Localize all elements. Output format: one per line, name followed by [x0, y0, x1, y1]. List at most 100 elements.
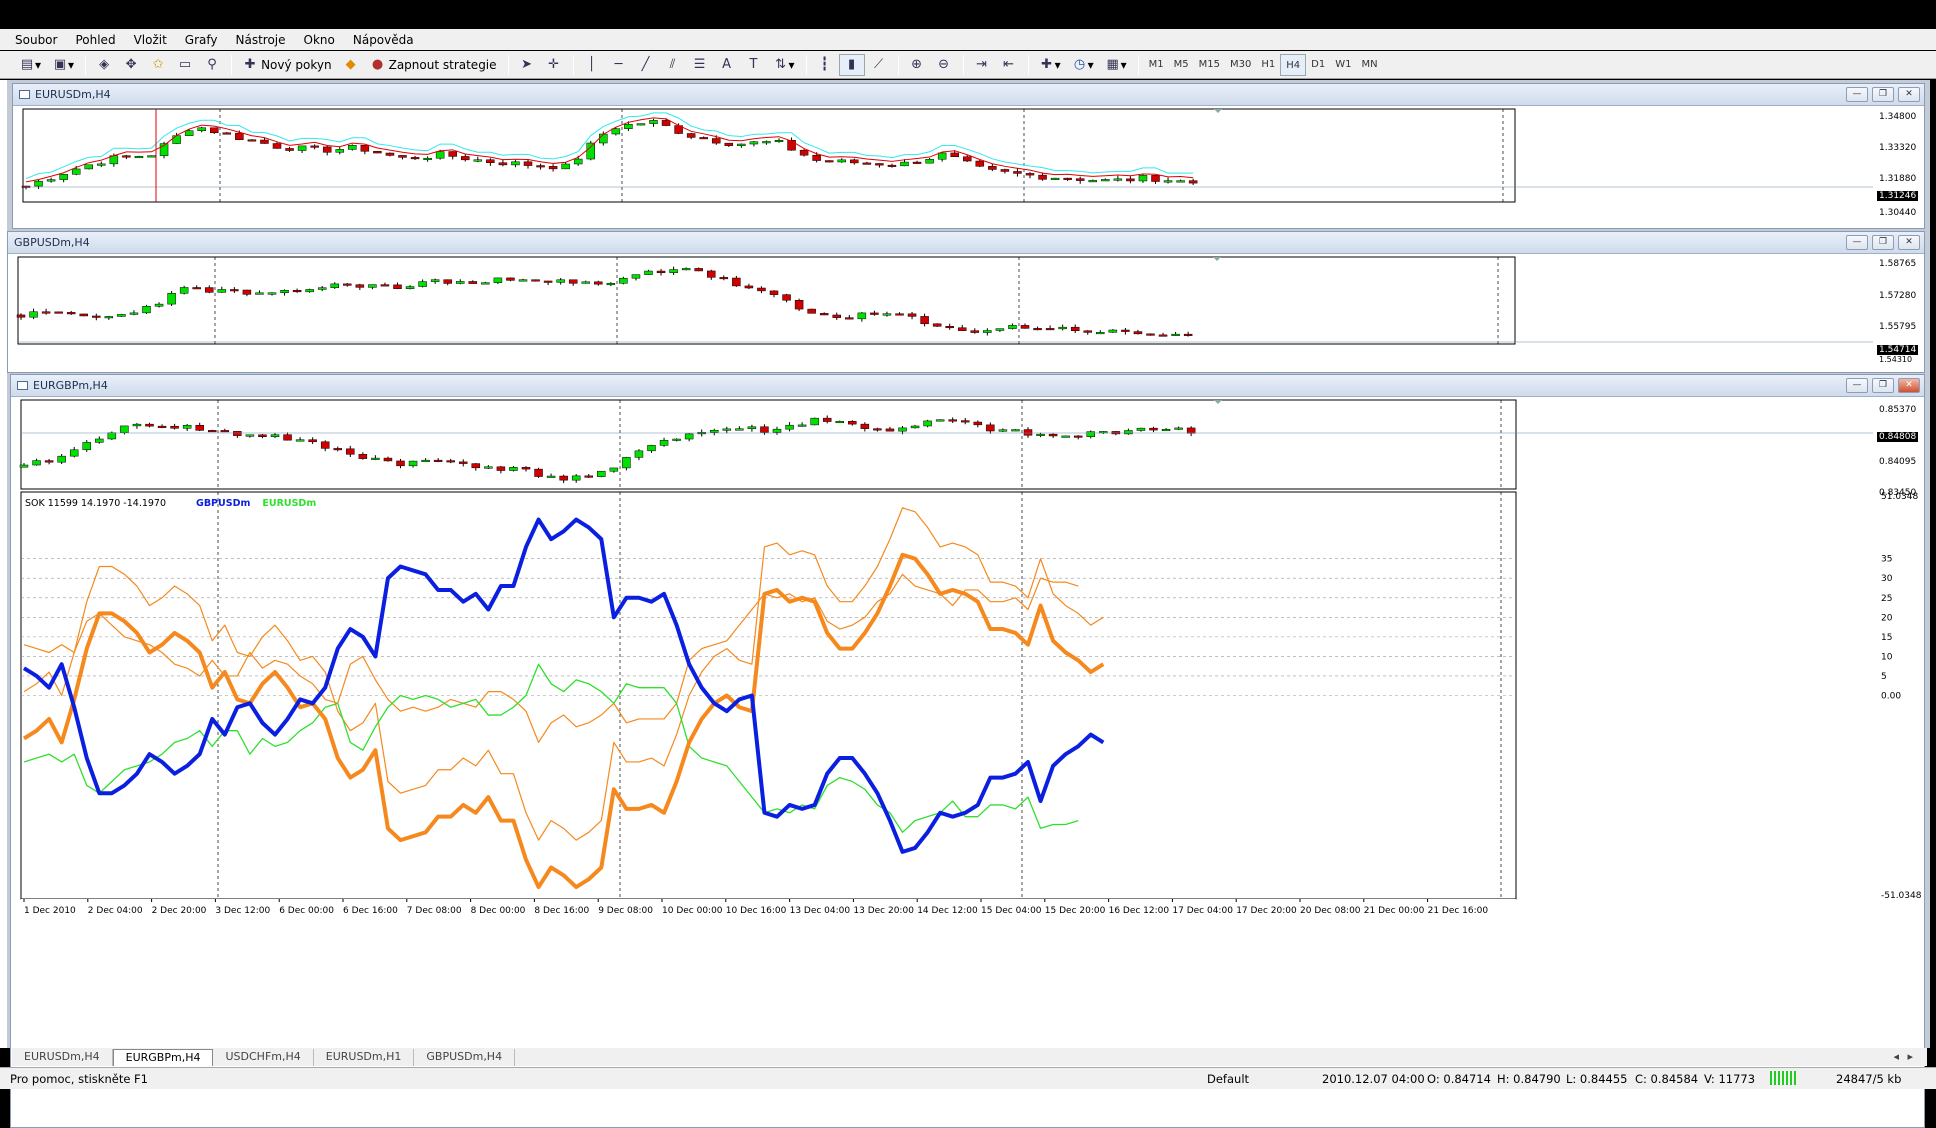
- tabs-scroll-left[interactable]: ◂: [1893, 1050, 1899, 1063]
- candle-body: [832, 314, 841, 318]
- timeframe-m5[interactable]: M5: [1173, 58, 1189, 70]
- menu-item-charts[interactable]: Grafy: [184, 32, 218, 47]
- periods-button[interactable]: ◷ ▾: [1067, 54, 1099, 76]
- close-button[interactable]: ✕: [1898, 235, 1920, 250]
- price-chart-eurusd[interactable]: [13, 106, 1924, 228]
- new-chart-button[interactable]: ▤ ▾: [20, 56, 42, 72]
- terminal-button[interactable]: ▭: [172, 54, 198, 76]
- zoom-in-button[interactable]: ⊕: [904, 54, 930, 76]
- toggle-strategies-button[interactable]: ● Zapnout strategie: [365, 54, 502, 76]
- price-chart-eurgbp[interactable]: 51.0348 35 30 25 20 15 10 5 0.00 -51.0348 1 Dec 20…: [11, 397, 1924, 1125]
- candle-body: [857, 312, 867, 320]
- tester-button[interactable]: ⚲: [199, 54, 225, 76]
- restore-button[interactable]: ❐: [1872, 87, 1894, 102]
- chart-shift-button[interactable]: ⇤: [996, 54, 1022, 76]
- chart-window-gbpusd[interactable]: GBPUSDm,H4 — ❐ ✕ 1.58765 1.57280 1.55795 1…: [7, 231, 1925, 373]
- favorites-button[interactable]: ✩: [145, 54, 171, 76]
- candle-body: [543, 280, 553, 283]
- candle-body: [1113, 178, 1123, 181]
- close-button[interactable]: ✕: [1898, 87, 1920, 102]
- arrows-tool[interactable]: ⇅ ▾: [768, 54, 800, 76]
- metaeditor-button[interactable]: ◆: [338, 54, 364, 76]
- restore-button[interactable]: ❐: [1872, 235, 1894, 250]
- menu-item-window[interactable]: Okno: [303, 32, 335, 47]
- minimize-button[interactable]: —: [1846, 378, 1868, 393]
- zoom-out-button[interactable]: ⊖: [931, 54, 957, 76]
- candle-body: [945, 326, 954, 329]
- market-watch-button[interactable]: ◈: [91, 54, 117, 76]
- chart-window-eurgbp[interactable]: EURGBPm,H4 — ❐ ✕ 51.0348 35 30 25 20 15 10 5 0.00 -…: [10, 374, 1925, 1128]
- candle-body: [521, 467, 531, 470]
- minimize-button[interactable]: —: [1846, 87, 1868, 102]
- horizontal-line-tool[interactable]: ─: [606, 54, 632, 76]
- autoscroll-button[interactable]: ⇥: [969, 54, 995, 76]
- tabs-scroll-right[interactable]: ▸: [1907, 1050, 1913, 1063]
- candle-body: [1171, 333, 1180, 336]
- trendline-tool[interactable]: ╱: [633, 54, 659, 76]
- menu-item-insert[interactable]: Vložit: [133, 32, 167, 47]
- close-button[interactable]: ✕: [1898, 378, 1920, 393]
- timeframe-h4[interactable]: H4: [1280, 53, 1307, 76]
- chart-window-eurusd[interactable]: EURUSDm,H4 — ❐ ✕ 1.34800 1.33320 1.31880 1…: [12, 83, 1925, 229]
- chart-plot-area: [22, 108, 1516, 203]
- channel-tool[interactable]: ⫽: [660, 54, 686, 76]
- tab-gbpusd-h4[interactable]: GBPUSDm,H4: [414, 1049, 516, 1066]
- status-high: H: 0.84790: [1497, 1072, 1561, 1086]
- profiles-button[interactable]: ▣ ▾: [53, 56, 75, 72]
- candle-body: [925, 158, 934, 164]
- cursor-tool[interactable]: ➤: [514, 54, 540, 76]
- line-chart-button[interactable]: ⟋: [866, 54, 892, 76]
- candle-body: [393, 284, 402, 289]
- candle-body: [1063, 177, 1072, 180]
- time-axis-label: 10 Dec 00:00: [662, 906, 723, 916]
- text-tool[interactable]: A: [714, 54, 740, 76]
- chart-window-titlebar[interactable]: GBPUSDm,H4 — ❐ ✕: [8, 232, 1924, 254]
- bar-chart-button[interactable]: ┇: [812, 54, 838, 76]
- candle-body: [297, 145, 307, 151]
- timeframe-m1[interactable]: M1: [1148, 58, 1164, 70]
- restore-button[interactable]: ❐: [1872, 378, 1894, 393]
- navigator-button[interactable]: ✥: [118, 54, 144, 76]
- timeframe-w1[interactable]: W1: [1335, 58, 1352, 70]
- timeframe-m15[interactable]: M15: [1198, 58, 1221, 70]
- candle-body: [561, 163, 570, 170]
- candle-body: [848, 421, 857, 425]
- candle-body: [1161, 429, 1171, 432]
- menu-item-tools[interactable]: Nástroje: [235, 32, 286, 47]
- price-chart-gbpusd[interactable]: [8, 254, 1924, 372]
- tab-eurusd-h4[interactable]: EURUSDm,H4: [12, 1049, 113, 1066]
- templates-button[interactable]: ▦ ▾: [1106, 56, 1127, 72]
- candle-body: [1176, 180, 1185, 183]
- tab-eurgbp-h4[interactable]: EURGBPm,H4: [112, 1049, 214, 1066]
- menu-item-help[interactable]: Nápověda: [352, 32, 414, 47]
- label-tool[interactable]: T: [741, 54, 767, 76]
- minimize-button[interactable]: —: [1846, 235, 1868, 250]
- menu-item-file[interactable]: Soubor: [15, 32, 58, 47]
- candle-chart-button[interactable]: ▮: [838, 53, 865, 76]
- candle-body: [159, 143, 169, 156]
- candle-body: [398, 155, 407, 158]
- crosshair-tool[interactable]: ✛: [541, 54, 567, 76]
- indicators-icon: ✚: [1041, 56, 1053, 72]
- vertical-line-tool[interactable]: │: [579, 54, 605, 76]
- fibo-tool[interactable]: ☰: [687, 54, 713, 76]
- menu-item-view[interactable]: Pohled: [75, 32, 116, 47]
- candle-body: [1073, 435, 1083, 438]
- candle-body: [71, 168, 81, 175]
- tab-usdchf-h4[interactable]: USDCHFm,H4: [213, 1049, 314, 1066]
- timeframe-h1[interactable]: H1: [1261, 58, 1276, 70]
- candle-body: [1020, 325, 1030, 329]
- timeframe-mn[interactable]: MN: [1361, 58, 1378, 70]
- indicators-button[interactable]: ✚ ▾: [1034, 54, 1066, 76]
- candle-body: [757, 287, 766, 292]
- chart-window-titlebar[interactable]: EURUSDm,H4 — ❐ ✕: [13, 84, 1924, 106]
- timeframe-m30[interactable]: M30: [1230, 58, 1252, 70]
- chart-window-titlebar[interactable]: EURGBPm,H4 — ❐ ✕: [11, 375, 1924, 397]
- candle-body: [932, 323, 942, 327]
- candle-body: [794, 299, 804, 310]
- candle-body: [82, 442, 91, 451]
- new-order-button[interactable]: ✚ Nový pokyn: [237, 54, 337, 76]
- candle-body: [97, 163, 106, 166]
- tab-eurusd-h1[interactable]: EURUSDm,H1: [314, 1049, 415, 1066]
- timeframe-d1[interactable]: D1: [1311, 58, 1326, 70]
